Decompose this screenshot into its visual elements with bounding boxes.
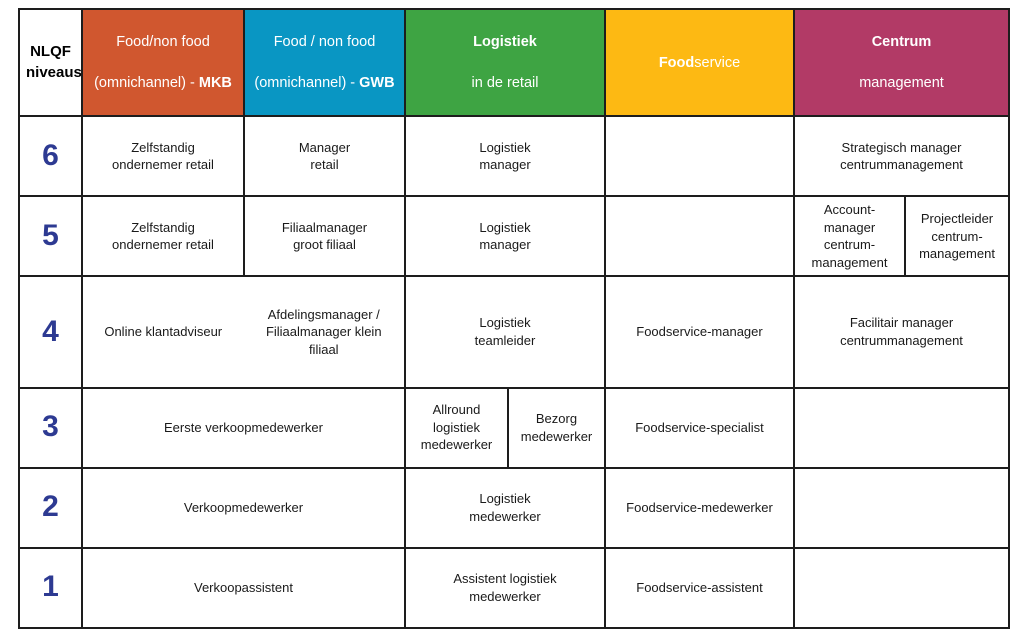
header-foodservice-bold: Food [658,54,695,71]
header-gwb-line2-bold: GWB [359,74,395,91]
cell-r4-logistiek: Logistiek teamleider [404,275,606,389]
cell-r5-mkb: Zelfstandig ondernemer retail [81,195,245,278]
cell-r2-retail: Verkoopmedewerker [81,466,406,549]
cell-r5-foodservice-empty [604,195,795,278]
level-3-number: 3 [18,386,83,469]
cell-r1-centrum-empty [792,546,1011,629]
cell-r3-logistiek-allround: Allround logistiek medewerker [404,386,509,469]
header-food-nonfood-mkb: Food/non food (omnichannel) - MKB [81,7,245,118]
row-level-3: 3 Eerste verkoopmedewerker Allround logi… [18,386,1011,469]
cell-r3-retail: Eerste verkoopmedewerker [81,386,406,469]
header-mkb-line2-normal: (omnichannel) - [94,74,199,91]
cell-r4-gwb: Afdelingsmanager / Filiaalmanager klein … [265,306,382,357]
row-level-1: 1 Verkoopassistent Assistent logistiek m… [18,546,1011,629]
header-gwb-line2-normal: (omnichannel) - [254,74,360,91]
cell-r5-logistiek: Logistiek manager [404,195,606,278]
level-1-number: 1 [18,546,83,629]
header-foodservice-line: Foodservice [612,53,787,73]
cell-r2-logistiek: Logistiek medewerker [404,466,606,549]
header-logistiek-line1: Logistiek [412,32,598,52]
header-centrummanagement: Centrum management [792,7,1011,118]
header-foodservice-normal: service [694,54,741,71]
header-gwb-line2: (omnichannel) - GWB [251,73,398,93]
header-gwb-line1: Food / non food [273,34,376,51]
header-nlqf-niveaus: NLQF niveaus [18,7,83,118]
cell-r5-gwb: Filiaalmanager groot filiaal [243,195,406,278]
header-mkb-line2: (omnichannel) - MKB [89,73,237,93]
level-5-number: 5 [18,195,83,278]
level-2-number: 2 [18,466,83,549]
level-4-number: 4 [18,275,83,389]
cell-r6-logistiek: Logistiek manager [404,115,606,198]
header-centrum-bold: Centrum [871,34,932,51]
header-mkb-line2-bold: MKB [198,74,232,91]
header-logistiek: Logistiek in de retail [404,7,606,118]
row-level-4: 4 Online klantadviseur Afdelingsmanager … [18,275,1011,389]
cell-r1-logistiek: Assistent logistiek medewerker [404,546,606,629]
header-logistiek-line2: in de retail [471,74,539,91]
header-centrum-line2: management [859,74,944,91]
cell-r2-centrum-empty [792,466,1011,549]
cell-r4-centrum: Facilitair manager centrummanagement [792,275,1011,389]
header-logistiek-bold: Logistiek [473,34,537,51]
row-level-5: 5 Zelfstandig ondernemer retail Filiaalm… [18,195,1011,278]
cell-r4-foodservice: Foodservice-manager [604,275,795,389]
level-6-number: 6 [18,115,83,198]
header-food-nonfood-gwb: Food / non food (omnichannel) - GWB [243,7,406,118]
cell-r6-foodservice-empty [604,115,795,198]
cell-r6-centrum: Strategisch manager centrummanagement [792,115,1011,198]
cell-r3-logistiek-bezorg: Bezorg medewerker [507,386,606,469]
cell-r4-mkb: Online klantadviseur [104,324,223,340]
cell-r1-foodservice: Foodservice-assistent [604,546,795,629]
row-level-6: 6 Zelfstandig ondernemer retail Manager … [18,115,1011,198]
row-level-2: 2 Verkoopmedewerker Logistiek medewerker… [18,466,1011,549]
cell-r1-retail: Verkoopassistent [81,546,406,629]
nlqf-levels-table: NLQF niveaus Food/non food (omnichannel)… [18,7,1011,629]
cell-r4-retail-wrap: Online klantadviseur Afdelingsmanager / … [84,295,403,369]
cell-r3-foodservice: Foodservice-specialist [604,386,795,469]
cell-r6-mkb: Zelfstandig ondernemer retail [81,115,245,198]
cell-r4-retail-merged: Online klantadviseur Afdelingsmanager / … [81,275,406,389]
header-centrum-line1: Centrum [801,32,1002,52]
cell-r5-centrum-accountmanager: Account- manager centrum- management [793,195,906,278]
cell-r5-centrum-projectleider: Projectleider centrum- management [903,195,1011,278]
header-foodservice: Foodservice [604,7,795,118]
cell-r2-foodservice: Foodservice-medewerker [604,466,795,549]
header-row: NLQF niveaus Food/non food (omnichannel)… [18,7,1011,118]
header-mkb-line1: Food/non food [116,34,210,51]
cell-r3-centrum-empty [792,386,1011,469]
cell-r6-gwb: Manager retail [243,115,406,198]
